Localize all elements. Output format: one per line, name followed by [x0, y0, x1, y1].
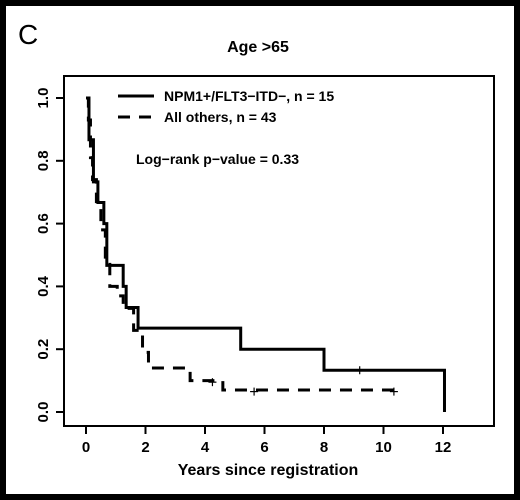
x-axis-label: Years since registration [178, 462, 359, 479]
x-tick-label: 10 [375, 439, 392, 456]
km-curve-npm1-flt3 [86, 96, 446, 412]
x-tick-label: 8 [320, 439, 328, 456]
x-tick-label: 12 [435, 439, 452, 456]
legend-entry-others: All others, n = 43 [164, 109, 277, 125]
x-tick-label: 6 [260, 439, 268, 456]
censor-mark [389, 387, 398, 396]
series-layer [86, 96, 446, 412]
y-tick-label: 0.8 [35, 150, 52, 171]
chart-panel: C Age >65 0 2 4 6 8 10 12 0.0 0.2 0.4 0.6 0.8 1.0 NP… [6, 6, 514, 494]
legend: NPM1+/FLT3−ITD−, n = 15 All others, n = … [118, 88, 334, 125]
x-tick-label: 0 [82, 439, 90, 456]
x-tick-label: 2 [141, 439, 149, 456]
y-tick-label: 0.2 [35, 339, 52, 360]
panel-letter: C [18, 19, 38, 50]
km-survival-chart: C Age >65 0 2 4 6 8 10 12 0.0 0.2 0.4 0.6 0.8 1.0 NP… [18, 19, 495, 479]
x-tick-label: 4 [201, 439, 210, 456]
chart-title: Age >65 [227, 39, 289, 56]
y-tick-label: 0.6 [35, 213, 52, 234]
logrank-annotation: Log−rank p−value = 0.33 [136, 151, 299, 167]
y-tick-label: 0.0 [35, 402, 52, 423]
legend-entry-npm1: NPM1+/FLT3−ITD−, n = 15 [164, 88, 334, 104]
axes: 0 2 4 6 8 10 12 0.0 0.2 0.4 0.6 0.8 1.0 [35, 88, 451, 456]
censor-mark [355, 366, 364, 375]
plot-frame [63, 75, 495, 427]
y-tick-label: 0.4 [35, 275, 52, 297]
censor-mark [250, 387, 259, 396]
y-tick-label: 1.0 [35, 88, 52, 109]
km-curve-all-others [86, 96, 396, 392]
censor-mark [208, 378, 217, 387]
